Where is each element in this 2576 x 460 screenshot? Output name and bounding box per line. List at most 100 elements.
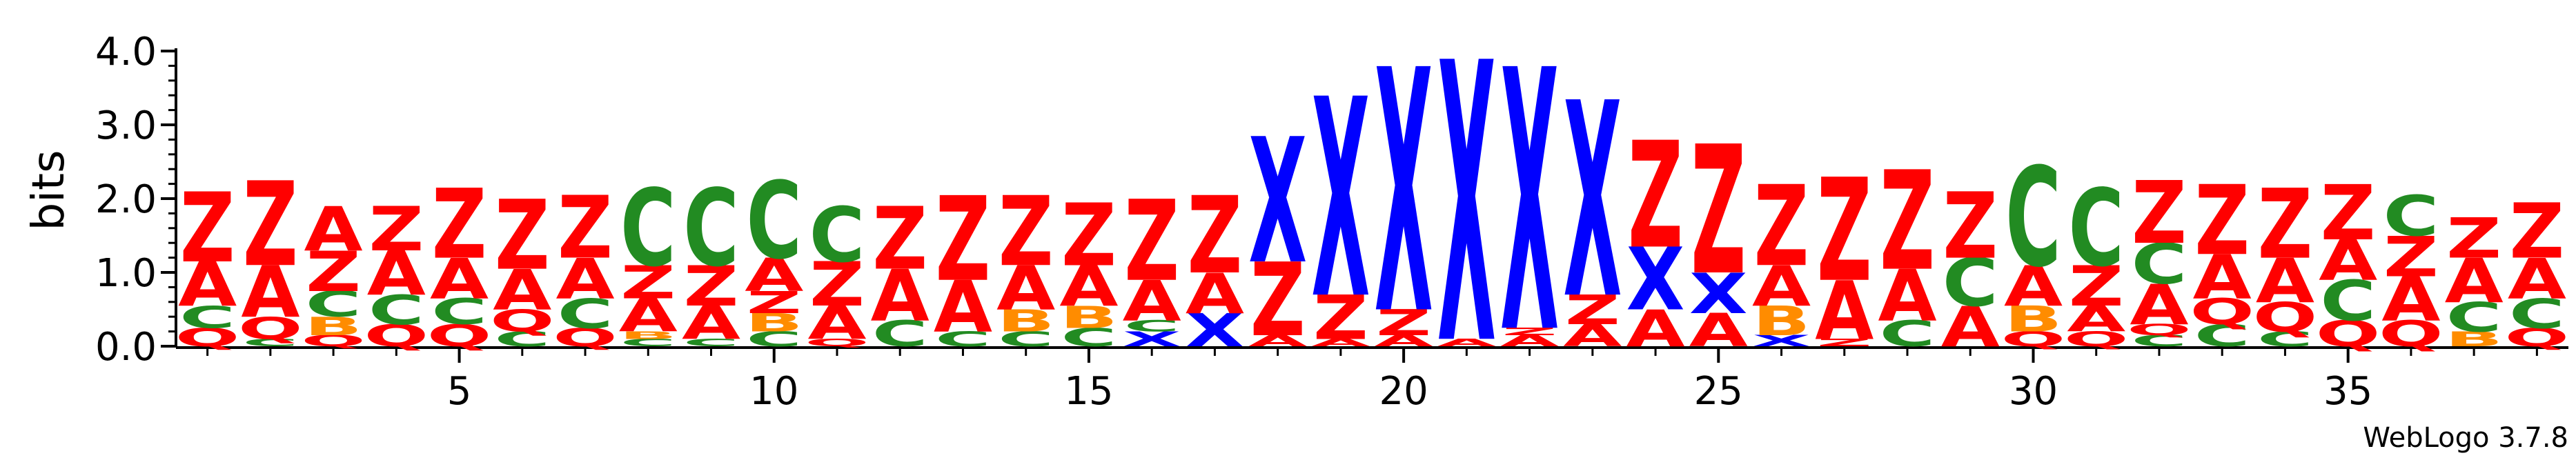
logo-letter: A [555, 247, 615, 312]
logo-letter: Z [2446, 206, 2501, 271]
logo-letter: Q [553, 323, 617, 352]
logo-letter: Z [2069, 254, 2124, 319]
logo-letter: C [2509, 290, 2565, 338]
logo-letter: Q [490, 303, 554, 339]
logo-column: AZX [1311, 42, 1370, 360]
logo-letter: Z [1376, 303, 1431, 344]
logo-letter: C [2446, 294, 2502, 341]
logo-letter: Z [2510, 188, 2565, 276]
logo-letter: Z [1628, 110, 1683, 281]
logo-letter: A [493, 258, 552, 323]
x-tick-label: 15 [1064, 369, 1113, 414]
logo-letter: C [683, 167, 739, 291]
logo-letter: C [872, 314, 928, 355]
logo-letter: A [241, 252, 299, 334]
x-tick-label: 35 [2323, 369, 2372, 414]
logo-letter: C [2132, 232, 2187, 297]
logo-letter: Q [2127, 321, 2191, 339]
logo-letter: Z [1943, 173, 1998, 279]
logo-letter: A [1500, 332, 1559, 350]
logo-letter: C [243, 337, 299, 349]
logo-letter: Q [2253, 294, 2317, 341]
x-tick-label: 10 [749, 369, 798, 414]
logo-letter: Z [1250, 241, 1306, 359]
logo-letter: Z [432, 169, 487, 281]
logo-letter: Z [2321, 169, 2376, 257]
logo-letter: B [619, 330, 677, 341]
logo-letter: A [1311, 337, 1370, 349]
logo-letter: C [2194, 318, 2250, 353]
logo-letter: C [2320, 269, 2376, 334]
logo-column: AX [1437, 0, 1497, 430]
logo-letter: X [1375, 0, 1433, 388]
logo-letter: Q [238, 310, 302, 346]
logo-letter: A [304, 195, 363, 266]
logo-column: CAZ [1878, 141, 1936, 354]
logo-column: CAZ [871, 189, 930, 354]
logo-letter: Z [2258, 169, 2313, 281]
logo-letter: A [1186, 261, 1245, 326]
x-tick-label: 5 [447, 369, 472, 414]
y-tick-label: 1.0 [95, 251, 157, 296]
logo-letter: C [558, 290, 613, 338]
logo-letter: X [1626, 230, 1685, 330]
logo-letter: A [619, 290, 678, 342]
x-tick-label: 30 [2009, 369, 2058, 414]
logo-letter: A [682, 297, 740, 350]
logo-letter: A [1941, 295, 2000, 360]
logo-letter: A [1563, 318, 1622, 353]
logo-column: CAZ [934, 172, 992, 351]
logo-letter: Z [243, 157, 298, 293]
logo-letter: Z [1691, 108, 1746, 314]
logo-letter: A [367, 239, 426, 310]
logo-letter: A [1248, 332, 1307, 350]
logo-letter: B [1753, 297, 1811, 345]
logo-letter: B [2005, 299, 2063, 340]
logo-column: ACZ [1941, 173, 2000, 359]
logo-letter: C [306, 284, 362, 326]
logo-letter: A [996, 254, 1055, 324]
logo-letter: Q [2001, 328, 2065, 351]
logo-letter: X [1123, 328, 1181, 351]
logo-letter: A [2130, 272, 2189, 337]
logo-letter: A [2256, 246, 2314, 317]
logo-letter: A [1878, 255, 1936, 338]
logo-letter: Q [2190, 292, 2254, 333]
logo-letter: A [871, 255, 930, 338]
logo-letter: A [1437, 337, 1497, 349]
logo-letter: B [304, 312, 362, 341]
logo-letter: A [2508, 247, 2567, 312]
logo-letter: Q [2316, 314, 2380, 355]
logo-letter: A [1752, 254, 1811, 319]
logo-column: AZX [1375, 0, 1433, 388]
logo-letter: C [620, 337, 676, 349]
logo-letter: A [1626, 300, 1685, 359]
logo-letter: Z [1502, 326, 1557, 337]
logo-letter: A [178, 250, 237, 321]
logo-letter: Z [1061, 186, 1117, 286]
logo-letter: C [2383, 184, 2439, 249]
logo-letter: A [807, 297, 866, 350]
logo-letter: C [809, 191, 865, 279]
logo-letter: Z [2132, 163, 2187, 263]
logo-column: ZAZ [1815, 148, 1874, 358]
logo-letter: X [1689, 261, 1748, 326]
logo-letter: X [1437, 0, 1496, 430]
logo-letter: Q [175, 323, 239, 352]
logo-letter: A [1689, 305, 1748, 357]
logo-letter: A [2319, 228, 2378, 293]
logo-letter: Z [999, 177, 1054, 288]
logo-letter: C [1061, 323, 1117, 352]
logo-letter: B [745, 308, 803, 337]
logo-letter: Z [2383, 225, 2439, 290]
